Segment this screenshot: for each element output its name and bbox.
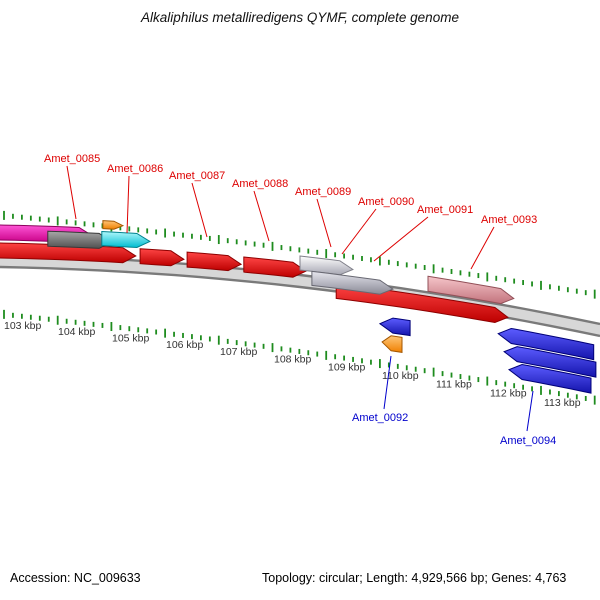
- gene-arrow[interactable]: [378, 317, 411, 337]
- gene-arrow-Amet_0089[interactable]: [243, 256, 307, 278]
- leader-line-Amet_0088: [253, 190, 270, 242]
- gene-label-Amet_0087[interactable]: Amet_0087: [169, 170, 225, 182]
- gene-arrow-Amet_0086[interactable]: [101, 230, 151, 249]
- ruler-label: 110 kbp: [382, 370, 419, 382]
- ruler-label: 106 kbp: [166, 339, 204, 351]
- gene-arrow-Amet_0090[interactable]: [299, 255, 354, 276]
- genome-summary-text: Topology: circular; Length: 4,929,566 bp…: [262, 571, 567, 585]
- gene-arrow[interactable]: [102, 220, 125, 230]
- leader-line-Amet_0092: [383, 355, 392, 410]
- gene-arrow[interactable]: [503, 346, 597, 378]
- gene-label-Amet_0090[interactable]: Amet_0090: [358, 196, 414, 208]
- gene-arrow-Amet_0094[interactable]: [507, 363, 592, 394]
- gene-arrow-Amet_0092[interactable]: [381, 335, 403, 353]
- gene-arrow-Amet_0093[interactable]: [427, 275, 515, 305]
- ruler-labels: 103 kbp 104 kbp 105 kbp 106 kbp 107 kbp 108 k…: [4, 320, 581, 409]
- ruler-label: 103 kbp: [4, 320, 42, 332]
- accession-text: Accession: NC_009633: [10, 571, 141, 585]
- leader-line-Amet_0085: [66, 165, 77, 220]
- gene-labels: Amet_0085 Amet_0086 Amet_0087 Amet_0088 Amet…: [44, 153, 556, 447]
- ruler-label: 111 kbp: [436, 379, 472, 391]
- gene-arrow-Amet_0087[interactable]: [139, 248, 185, 267]
- ruler-label: 104 kbp: [58, 326, 96, 338]
- leader-line-Amet_0086: [126, 175, 130, 234]
- ruler-label: 109 kbp: [328, 362, 366, 374]
- leader-line-Amet_0093: [470, 226, 495, 270]
- leader-line-Amet_0087: [191, 182, 208, 238]
- gene-label-Amet_0092[interactable]: Amet_0092: [352, 412, 408, 424]
- gene-arrow-Amet_0088[interactable]: [186, 251, 243, 272]
- gene-label-Amet_0088[interactable]: Amet_0088: [232, 178, 288, 190]
- ruler-label: 107 kbp: [220, 346, 258, 358]
- gene-label-Amet_0086[interactable]: Amet_0086: [107, 163, 163, 175]
- gene-label-Amet_0091[interactable]: Amet_0091: [417, 204, 473, 216]
- gene-label-Amet_0089[interactable]: Amet_0089: [295, 186, 351, 198]
- gene-arrow[interactable]: [497, 327, 595, 361]
- ruler-label: 108 kbp: [274, 354, 312, 366]
- gene-arrow[interactable]: [0, 242, 137, 264]
- ruler-label: 113 kbp: [544, 397, 581, 409]
- ruler-label: 105 kbp: [112, 332, 150, 344]
- leader-line-Amet_0091: [373, 216, 429, 262]
- gene-arrow-Amet_0091[interactable]: [311, 270, 394, 295]
- leader-line-Amet_0094: [526, 390, 534, 432]
- leader-line-Amet_0089: [316, 198, 332, 248]
- gene-arrows: [0, 220, 597, 394]
- gene-label-Amet_0085[interactable]: Amet_0085: [44, 153, 100, 165]
- gene-label-Amet_0094[interactable]: Amet_0094: [500, 435, 556, 447]
- leader-line-Amet_0090: [341, 208, 377, 255]
- backbone-band: [0, 255, 600, 336]
- page-title: Alkaliphilus metalliredigens QYMF, compl…: [141, 10, 459, 25]
- gene-label-Amet_0093[interactable]: Amet_0093: [481, 214, 537, 226]
- ruler-label: 112 kbp: [490, 388, 527, 400]
